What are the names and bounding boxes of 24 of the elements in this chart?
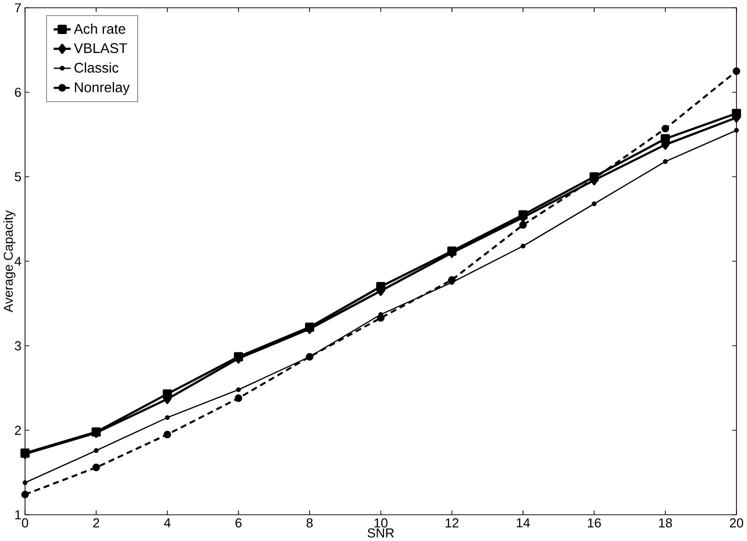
- x-tick-label: 2: [93, 518, 100, 528]
- x-tick-label: 14: [516, 518, 530, 528]
- x-tick-label: 16: [588, 518, 601, 528]
- y-tick-label: 1: [15, 510, 21, 520]
- x-tick-label: 0: [22, 518, 28, 528]
- y-tick-label: 7: [14, 3, 21, 12]
- legend-label: VBLAST: [74, 43, 128, 54]
- x-tick-label: 20: [730, 518, 744, 528]
- y-tick-label: 5: [14, 172, 21, 182]
- x-axis-title: SNR: [368, 528, 394, 538]
- x-tick-label: 10: [374, 518, 388, 528]
- x-tick-label: 6: [236, 518, 242, 528]
- y-tick-label: 2: [14, 426, 21, 435]
- x-tick-label: 18: [659, 518, 672, 528]
- x-tick-label: 8: [306, 518, 313, 528]
- legend-label: Ach rate: [74, 24, 126, 34]
- y-axis-title: Average Capacity: [3, 210, 16, 312]
- legend-label: Nonrelay: [74, 82, 130, 96]
- y-tick-label: 4: [14, 256, 22, 266]
- legend-label: Classic: [74, 62, 118, 73]
- x-tick-label: 4: [164, 518, 171, 528]
- x-tick-label: 12: [446, 518, 458, 528]
- y-tick-label: 6: [14, 88, 21, 97]
- y-tick-label: 3: [14, 341, 21, 350]
